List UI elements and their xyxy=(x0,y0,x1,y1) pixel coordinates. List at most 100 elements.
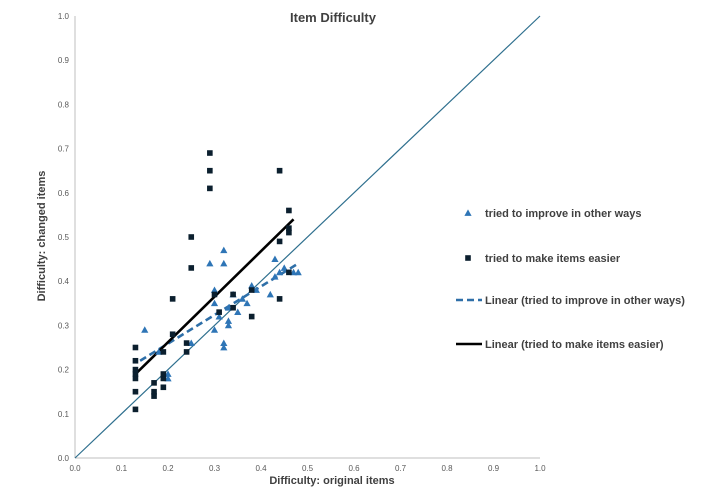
data-point-triangle xyxy=(280,264,288,271)
data-point-square xyxy=(160,384,167,391)
legend-label: Linear (tried to improve in other ways) xyxy=(485,295,685,307)
data-point-triangle xyxy=(266,290,274,298)
y-tick-label: 1.0 xyxy=(58,12,70,21)
data-point-square xyxy=(276,167,283,174)
x-tick-label: 0.2 xyxy=(162,464,174,473)
y-tick-label: 0.3 xyxy=(58,321,70,330)
y-tick-label: 0.1 xyxy=(58,410,70,419)
y-tick-labels: 0.0 0.1 0.2 0.3 0.4 0.5 0.6 0.7 0.8 0.9 1.0 xyxy=(58,12,70,463)
data-point-triangle xyxy=(243,299,251,307)
data-point-square xyxy=(183,349,190,355)
data-point-triangle xyxy=(464,209,472,216)
data-point-square xyxy=(160,375,167,382)
data-point-triangle xyxy=(220,246,228,254)
data-point-square xyxy=(132,344,139,351)
x-tick-label: 0.6 xyxy=(348,464,360,473)
data-point-square xyxy=(183,340,190,346)
data-point-triangle xyxy=(220,339,228,346)
legend-label: Linear (tried to make items easier) xyxy=(485,339,664,351)
data-point-square xyxy=(276,296,283,302)
data-point-square xyxy=(216,309,222,315)
data-point-square xyxy=(276,238,283,245)
data-point-triangle xyxy=(252,286,260,293)
data-point-triangle xyxy=(271,255,279,262)
data-point-triangle xyxy=(238,295,246,302)
data-point-square xyxy=(286,269,292,276)
data-point-square xyxy=(207,167,213,174)
data-point-square xyxy=(286,225,292,231)
y-tick-label: 0.8 xyxy=(58,100,70,109)
data-point-triangle xyxy=(224,317,233,324)
axes xyxy=(74,16,540,459)
data-point-triangle xyxy=(220,343,228,351)
data-point-triangle xyxy=(271,273,279,280)
data-point-square xyxy=(160,349,167,355)
data-point-square xyxy=(151,388,157,395)
y-tick-label: 0.5 xyxy=(58,233,70,242)
data-point-square xyxy=(207,185,213,192)
x-tick-label: 0.5 xyxy=(302,464,314,473)
x-tick-label: 0.4 xyxy=(255,464,267,473)
data-point-square xyxy=(248,313,255,320)
data-point-triangle xyxy=(210,299,219,307)
data-point-triangle xyxy=(215,312,223,320)
data-point-triangle xyxy=(220,259,228,267)
data-point-triangle xyxy=(155,348,163,355)
data-point-triangle xyxy=(164,374,172,382)
data-point-square xyxy=(230,291,236,298)
data-point-triangle xyxy=(210,326,219,333)
legend: tried to improve in other ways tried to m… xyxy=(456,208,685,351)
data-point-triangle xyxy=(206,259,214,267)
data-points xyxy=(132,150,302,413)
data-point-square xyxy=(132,366,139,373)
data-point-triangle xyxy=(210,286,219,293)
data-point-triangle xyxy=(141,326,149,333)
y-tick-label: 0.0 xyxy=(58,454,70,463)
x-tick-label: 0.8 xyxy=(441,464,453,473)
data-point-triangle xyxy=(248,282,256,289)
data-point-square xyxy=(160,371,167,377)
x-axis-title: Difficulty: original items xyxy=(269,475,394,487)
data-point-square xyxy=(132,388,139,395)
x-tick-label: 0.7 xyxy=(395,464,407,473)
data-point-square xyxy=(151,380,157,386)
y-axis-title: Difficulty: changed items xyxy=(36,171,48,302)
data-point-square xyxy=(132,371,139,377)
data-point-square xyxy=(230,304,236,311)
data-point-triangle xyxy=(234,308,242,316)
data-point-triangle xyxy=(187,339,195,346)
data-point-square xyxy=(132,357,139,364)
y-tick-label: 0.6 xyxy=(58,189,70,198)
x-tick-label: 1.0 xyxy=(534,464,546,473)
data-point-square xyxy=(286,229,292,236)
y-tick-label: 0.2 xyxy=(58,366,70,375)
data-point-square xyxy=(151,393,157,399)
x-tick-labels: 0.0 0.1 0.2 0.3 0.4 0.5 0.6 0.7 0.8 0.9 1.0 xyxy=(69,464,546,473)
y-tick-label: 0.4 xyxy=(58,277,70,286)
data-point-triangle xyxy=(224,304,233,311)
data-point-triangle xyxy=(164,370,172,377)
legend-label: tried to make items easier xyxy=(485,253,621,265)
chart-title: Item Difficulty xyxy=(290,10,377,25)
data-point-square xyxy=(188,265,195,271)
data-point-square xyxy=(169,296,176,302)
data-point-square xyxy=(207,150,213,156)
x-tick-label: 0.9 xyxy=(488,464,500,473)
data-point-square xyxy=(286,207,292,214)
data-point-triangle xyxy=(276,268,284,276)
legend-label: tried to improve in other ways xyxy=(485,208,641,220)
data-point-triangle xyxy=(224,321,233,329)
x-tick-label: 0.1 xyxy=(116,464,128,473)
data-point-square xyxy=(211,291,218,298)
data-point-triangle xyxy=(294,268,302,276)
data-point-square xyxy=(465,255,471,261)
x-tick-label: 0.0 xyxy=(69,464,81,473)
data-point-square xyxy=(188,234,195,240)
data-point-triangle xyxy=(289,268,298,276)
x-tick-label: 0.3 xyxy=(209,464,221,473)
data-point-square xyxy=(132,406,139,413)
data-point-square xyxy=(248,287,255,293)
y-tick-label: 0.9 xyxy=(58,56,70,65)
